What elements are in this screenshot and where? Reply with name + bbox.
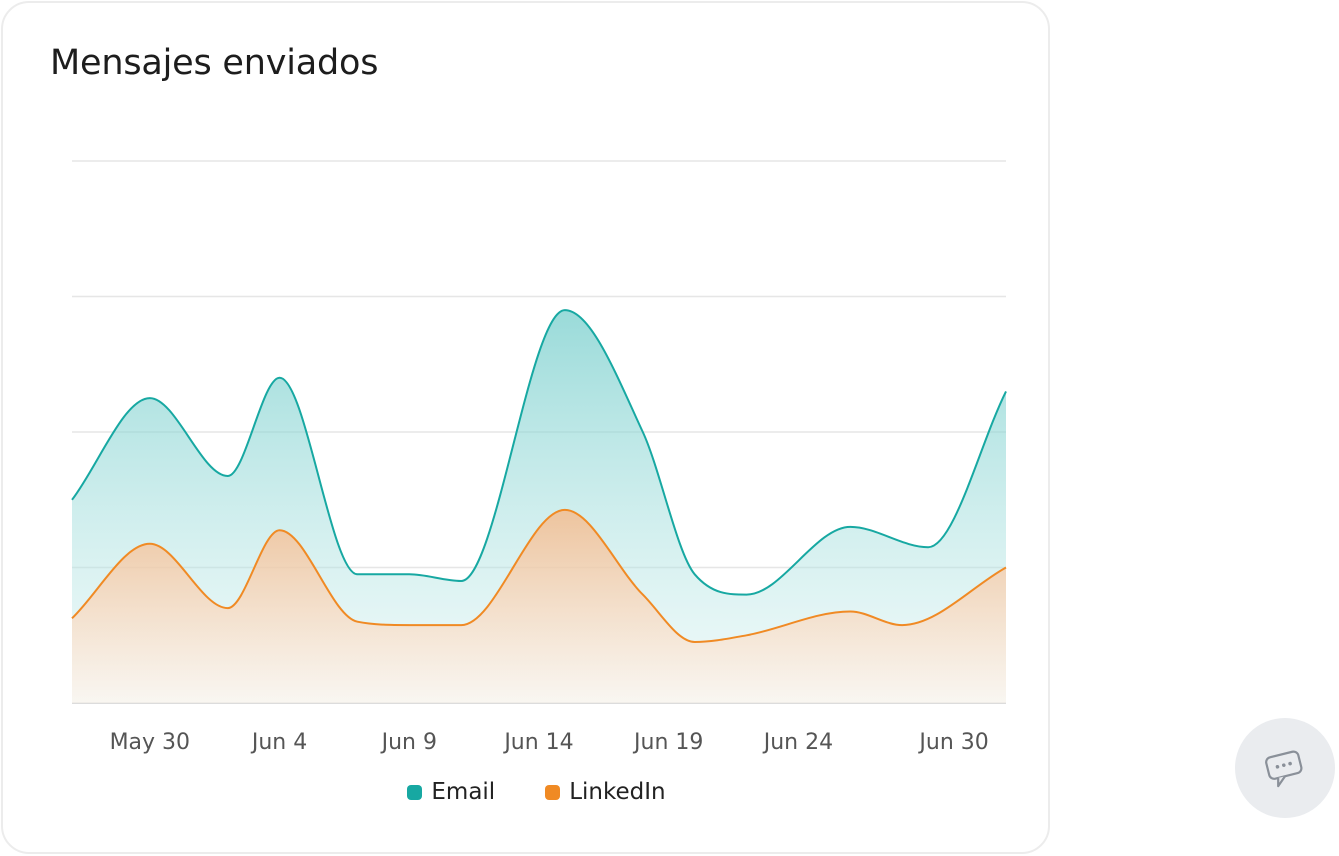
x-tick-label: Jun 9 xyxy=(380,730,437,755)
legend-label-email: Email xyxy=(431,779,496,805)
legend-swatch-email xyxy=(407,784,423,800)
messages-area-chart: May 30 Jun 4 Jun 9 Jun 14 Jun 19 Jun 24 Jun 30 xyxy=(71,160,1007,755)
x-tick-label: Jun 24 xyxy=(762,730,833,755)
chat-bubble-icon xyxy=(1265,750,1303,788)
legend-label-linkedin: LinkedIn xyxy=(569,779,666,805)
card-title: Mensajes enviados xyxy=(50,43,379,83)
legend-item-linkedin[interactable]: LinkedIn xyxy=(527,779,666,805)
series-line-email xyxy=(71,309,1007,596)
x-tick-label: Jun 30 xyxy=(917,730,988,755)
legend-swatch-linkedin xyxy=(545,784,561,800)
legend-item-email[interactable]: Email xyxy=(389,779,495,805)
x-tick-label: Jun 4 xyxy=(250,730,307,755)
x-tick-label: Jun 14 xyxy=(502,730,573,755)
x-tick-label: May 30 xyxy=(110,730,190,755)
x-tick-label: Jun 19 xyxy=(632,730,703,755)
series-area-linkedin xyxy=(72,509,1006,703)
chat-button[interactable] xyxy=(1235,718,1335,818)
series-line-linkedin xyxy=(71,508,1007,644)
chart-legend: Email LinkedIn xyxy=(3,779,1052,805)
messages-sent-card: Mensajes enviados May 30 Jun 4 Jun 9 Jun 14… xyxy=(1,1,1050,854)
